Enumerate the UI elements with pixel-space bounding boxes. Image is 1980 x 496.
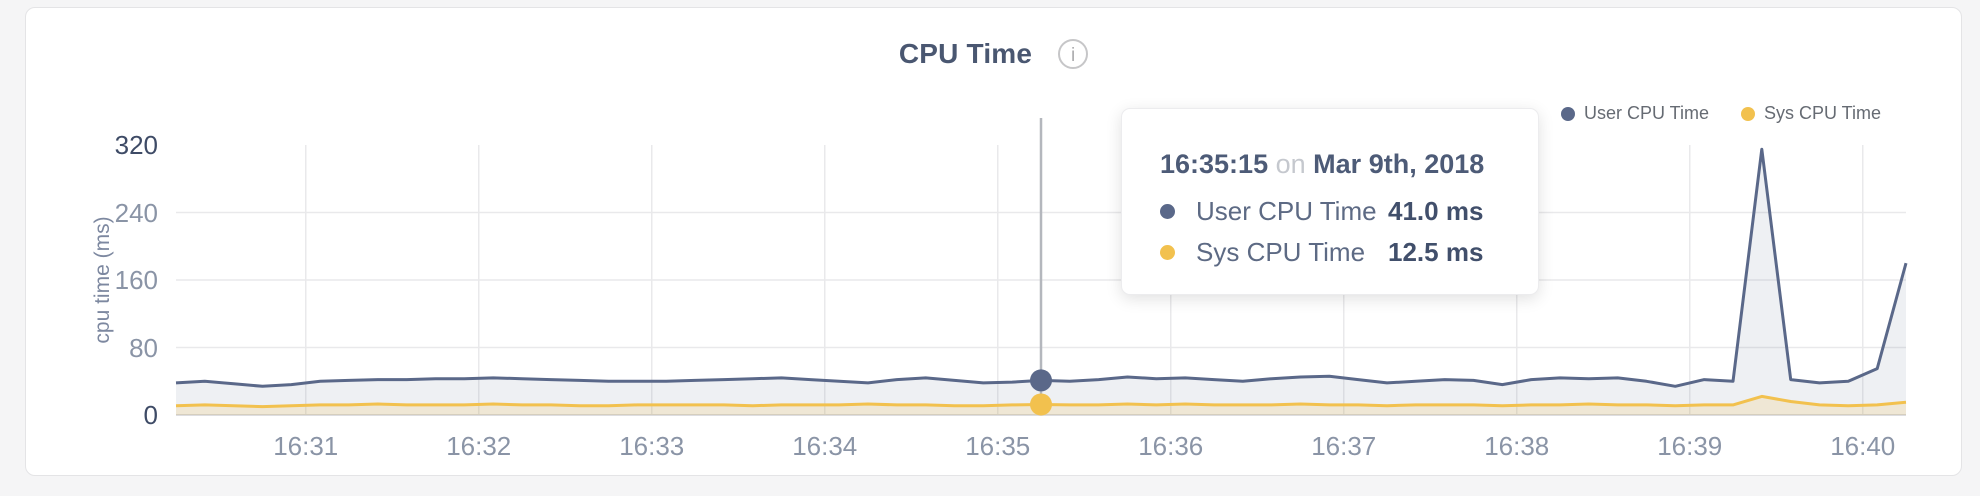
tooltip-header: 16:35:15 on Mar 9th, 2018 xyxy=(1160,149,1508,180)
x-tick-label: 16:36 xyxy=(1138,431,1204,461)
x-tick-label: 16:37 xyxy=(1311,431,1377,461)
cpu-time-chart: cpu time (ms) User CPU Time Sys CPU Time … xyxy=(26,8,1961,475)
x-tick-label: 16:39 xyxy=(1657,431,1723,461)
legend-item-user-cpu-time[interactable]: User CPU Time xyxy=(1560,103,1709,124)
x-tick-label: 16:40 xyxy=(1830,431,1896,461)
tooltip-row-dot xyxy=(1160,245,1175,260)
legend-label: Sys CPU Time xyxy=(1763,103,1881,123)
y-tick-label: 160 xyxy=(114,265,158,295)
chart-legend: User CPU Time Sys CPU Time xyxy=(26,103,1881,124)
tooltip-row-label: Sys CPU Time xyxy=(1196,237,1366,267)
y-tick-label: 80 xyxy=(129,332,158,363)
legend-item-sys-cpu-time[interactable]: Sys CPU Time xyxy=(1740,103,1881,124)
chart-tooltip: 16:35:15 on Mar 9th, 2018 User CPU Time … xyxy=(1121,108,1539,295)
tooltip-row-dot xyxy=(1160,204,1175,219)
tooltip-row-value: 41.0 ms xyxy=(1388,196,1484,226)
legend-dot xyxy=(1740,106,1755,121)
x-tick-label: 16:34 xyxy=(792,431,858,461)
chart-title: CPU Time xyxy=(898,38,1033,69)
y-tick-label: 240 xyxy=(114,197,158,228)
info-icon[interactable]: i xyxy=(1058,39,1089,69)
legend-dot xyxy=(1560,106,1575,121)
tooltip-row-label: User CPU Time xyxy=(1196,196,1377,226)
tooltip-row: User CPU Time 41.0 ms xyxy=(1160,196,1508,227)
plot-svg[interactable] xyxy=(175,118,1908,416)
x-tick-label: 16:31 xyxy=(273,431,339,461)
cpu-time-widget-card: CPU Time i cpu time (ms) User CPU Time Sy… xyxy=(25,7,1962,476)
legend-label: User CPU Time xyxy=(1583,103,1709,123)
tooltip-date: Mar 9th, 2018 xyxy=(1313,149,1485,179)
series-area xyxy=(176,149,1906,415)
hover-dot-sys xyxy=(1030,393,1052,416)
x-tick-label: 16:35 xyxy=(965,431,1031,461)
hover-dot-user xyxy=(1030,369,1052,392)
x-tick-label: 16:32 xyxy=(446,431,512,461)
y-tick-label: 0 xyxy=(143,400,158,430)
widget-header: CPU Time i xyxy=(26,38,1961,70)
tooltip-conjunction: on xyxy=(1275,149,1306,179)
tooltip-row-value: 12.5 ms xyxy=(1388,237,1484,267)
x-tick-label: 16:33 xyxy=(619,431,685,461)
x-tick-label: 16:38 xyxy=(1484,431,1550,461)
tooltip-time: 16:35:15 xyxy=(1160,149,1269,179)
tooltip-row: Sys CPU Time 12.5 ms xyxy=(1160,237,1508,268)
y-tick-label: 320 xyxy=(114,130,158,160)
